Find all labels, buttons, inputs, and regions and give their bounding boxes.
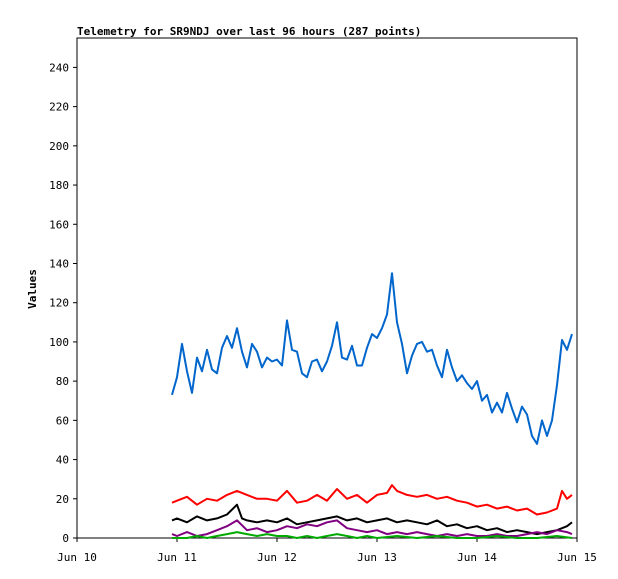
y-tick-label: 80 <box>56 375 69 388</box>
y-tick-label: 220 <box>49 101 69 114</box>
y-axis-label: Values <box>26 269 39 309</box>
series-line-1 <box>171 272 573 445</box>
x-tick-label: Jun 13 <box>357 551 397 564</box>
y-tick-label: 60 <box>56 414 69 427</box>
series-line-2 <box>171 484 573 516</box>
series-line-4 <box>171 519 573 537</box>
series-line-5 <box>172 531 573 539</box>
series-group <box>171 272 573 539</box>
y-tick-label: 200 <box>49 140 69 153</box>
series-line-3 <box>171 503 573 536</box>
y-tick-label: 100 <box>49 336 69 349</box>
y-tick-label: 140 <box>49 257 69 270</box>
x-tick-label: Jun 12 <box>257 551 297 564</box>
y-tick-label: 160 <box>49 218 69 231</box>
y-tick-label: 20 <box>56 493 69 506</box>
plot-area <box>76 37 578 539</box>
x-tick-label: Jun 10 <box>57 551 97 564</box>
chart-title: Telemetry for SR9NDJ over last 96 hours … <box>77 25 421 38</box>
x-axis: Jun 10 Jun 11 Jun 12 Jun 13 Jun 14 Jun 15 <box>57 538 597 564</box>
y-tick-label: 180 <box>49 179 69 192</box>
x-tick-label: Jun 15 <box>557 551 597 564</box>
y-tick-label: 0 <box>62 532 69 545</box>
x-tick-label: Jun 14 <box>457 551 497 564</box>
y-axis: 0 20 40 60 80 100 120 140 160 180 200 220 240 <box>49 61 77 545</box>
x-tick-label: Jun 11 <box>157 551 197 564</box>
y-tick-label: 40 <box>56 454 69 467</box>
y-tick-label: 120 <box>49 297 69 310</box>
y-tick-label: 240 <box>49 61 69 74</box>
